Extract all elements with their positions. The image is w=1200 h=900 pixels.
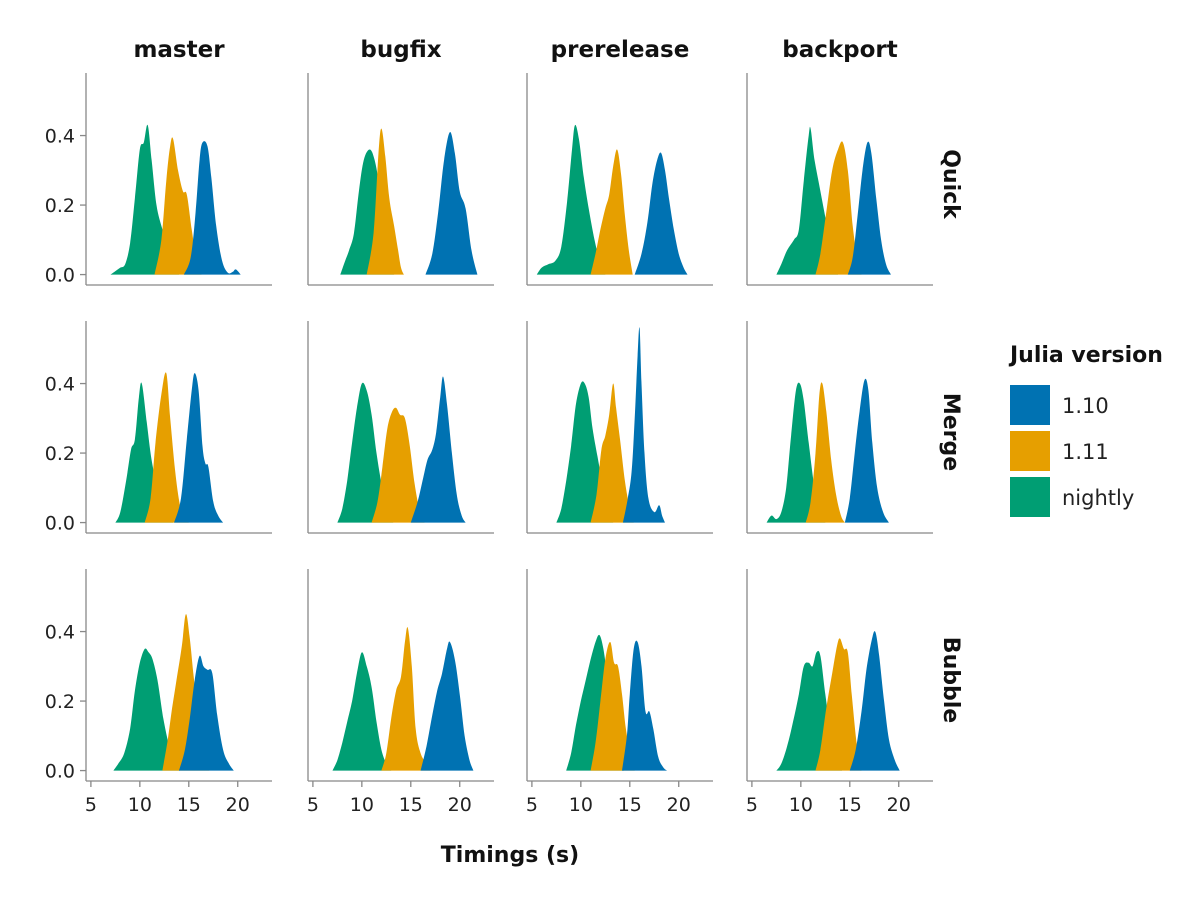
density-1-11	[590, 149, 633, 275]
x-tick-label: 5	[526, 794, 538, 816]
density-nightly	[115, 382, 174, 523]
density-1-10	[849, 631, 900, 771]
legend-title: Julia version	[1008, 343, 1163, 368]
panel-quick-bugfix	[307, 73, 494, 286]
x-tick-label: 5	[307, 794, 319, 816]
panel-merge-master: 0.0 0.2 0.4	[45, 321, 272, 535]
y-tick-label: 0.4	[45, 622, 75, 644]
density-nightly	[337, 382, 394, 523]
panel-bubble-bugfix: 5 10 15 20	[307, 569, 494, 816]
density-1-10	[410, 376, 466, 523]
x-tick-label: 15	[838, 794, 862, 816]
panel-merge-backport	[746, 321, 933, 534]
row-titles: Quick Merge Bubble	[938, 149, 963, 723]
x-tick-label: 10	[789, 794, 813, 816]
density-nightly	[113, 648, 180, 771]
x-tick-label: 5	[746, 794, 758, 816]
legend-swatch-nightly	[1010, 477, 1050, 517]
density-1-10	[847, 141, 891, 275]
legend-label-1-11: 1.11	[1062, 440, 1109, 464]
density-1-11	[381, 627, 431, 771]
density-1-11	[815, 141, 862, 275]
density-1-10	[179, 655, 234, 771]
legend-label-nightly: nightly	[1062, 486, 1134, 510]
density-1-10	[622, 327, 665, 523]
row-title-quick: Quick	[938, 149, 963, 220]
y-tick-label: 0.0	[45, 761, 75, 783]
x-tick-label: 15	[618, 794, 642, 816]
x-tick-label: 20	[667, 794, 691, 816]
panel-merge-bugfix	[307, 321, 494, 534]
y-tick-label: 0.2	[45, 691, 75, 713]
x-tick-label: 20	[226, 794, 250, 816]
x-tick-label: 10	[128, 794, 152, 816]
legend-swatch-1-11	[1010, 431, 1050, 471]
y-tick-label: 0.0	[45, 513, 75, 535]
density-1-10	[425, 132, 478, 275]
panel-quick-prerelease	[526, 73, 713, 286]
x-tick-label: 15	[177, 794, 201, 816]
panel-quick-master: 0.0 0.2 0.4	[45, 73, 272, 287]
y-tick-label: 0.4	[45, 374, 75, 396]
density-nightly	[776, 126, 838, 275]
density-nightly	[536, 124, 606, 275]
column-titles: master bugfix prerelease backport	[133, 37, 897, 63]
column-title-master: master	[133, 37, 225, 63]
x-tick-label: 5	[85, 794, 97, 816]
panel-bubble-master: 0.0 0.2 0.4 5 10 15 20	[45, 569, 272, 816]
legend-label-1-10: 1.10	[1062, 394, 1109, 418]
y-tick-label: 0.0	[45, 265, 75, 287]
x-axis-title: Timings (s)	[441, 843, 579, 868]
density-1-11	[590, 641, 635, 771]
panel-quick-backport	[746, 73, 933, 286]
y-tick-label: 0.2	[45, 195, 75, 217]
density-1-10	[183, 141, 241, 275]
y-tick-label: 0.4	[45, 126, 75, 148]
x-tick-label: 15	[399, 794, 423, 816]
density-1-10	[174, 373, 224, 523]
density-1-11	[154, 137, 202, 275]
row-title-merge: Merge	[938, 393, 963, 471]
panel-bubble-prerelease: 5 10 15 20	[526, 569, 713, 816]
x-tick-label: 10	[350, 794, 374, 816]
density-nightly	[766, 382, 826, 523]
density-1-11	[144, 372, 189, 523]
column-title-bugfix: bugfix	[360, 37, 441, 63]
row-title-bubble: Bubble	[938, 637, 963, 723]
x-tick-label: 20	[887, 794, 911, 816]
panel-bubble-backport: 5 10 15 20	[746, 569, 933, 816]
x-tick-label: 10	[569, 794, 593, 816]
density-1-10	[622, 640, 667, 771]
legend-swatch-1-10	[1010, 385, 1050, 425]
panel-merge-prerelease	[526, 321, 713, 534]
density-1-11	[815, 638, 862, 771]
density-1-11	[366, 128, 404, 275]
column-title-backport: backport	[782, 37, 898, 63]
density-1-10	[844, 378, 889, 523]
density-nightly	[332, 652, 392, 771]
density-1-10	[634, 152, 688, 275]
density-1-11	[805, 382, 845, 523]
y-tick-label: 0.2	[45, 443, 75, 465]
x-tick-label: 20	[448, 794, 472, 816]
legend: Julia version 1.10 1.11 nightly	[1008, 343, 1163, 517]
density-1-11	[371, 407, 425, 523]
density-1-10	[420, 641, 474, 771]
density-1-11	[590, 383, 634, 523]
panels-group: 0.0 0.2 0.4 0.0 0.2 0.4 0.0 0.2 0.4 5 10 15 20 5 10 15 2…	[45, 73, 933, 816]
column-title-prerelease: prerelease	[551, 37, 690, 63]
